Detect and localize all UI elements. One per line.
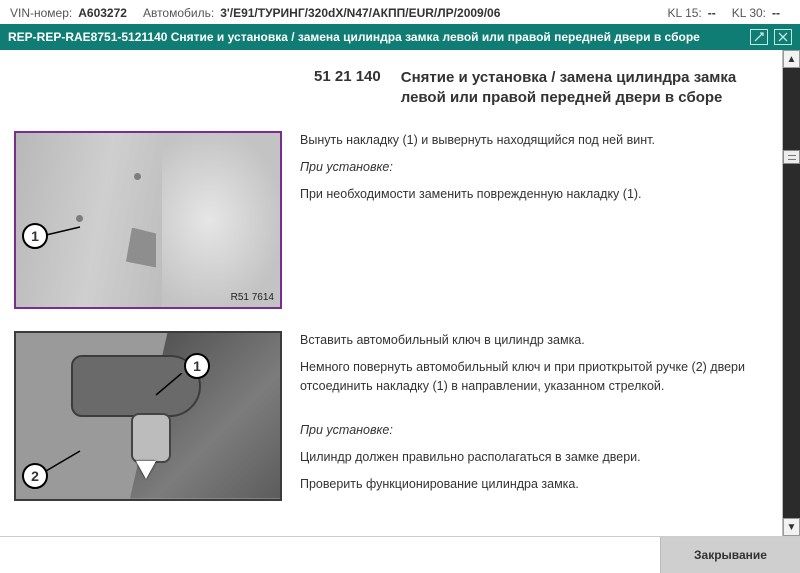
vin-label: VIN-номер: [10,6,72,20]
scroll-thumb[interactable] [783,150,800,164]
vehicle-value: 3'/E91/ТУРИНГ/320dX/N47/АКПП/EUR/ЛР/2009… [220,6,651,20]
scroll-up-icon[interactable]: ▲ [783,50,800,68]
step1-text-2: При необходимости заменить поврежденную … [300,185,772,204]
info-header: VIN-номер: A603272 Автомобиль: 3'/E91/ТУ… [0,0,800,24]
step2-text-3: Цилиндр должен правильно располагаться в… [300,448,772,467]
step1-install-label: При установке: [300,158,772,177]
scroll-down-icon[interactable]: ▼ [783,518,800,536]
step2-install-label: При установке: [300,421,772,440]
image-code: R51 7614 [231,292,274,303]
vertical-scrollbar[interactable]: ▲ ▼ [782,50,800,536]
document-code: 51 21 140 [314,68,381,109]
expand-icon[interactable] [750,29,768,45]
step-1: 1 R51 7614 Вынуть накладку (1) и выверну… [14,131,772,309]
kl15-label: KL 15: [668,6,702,20]
document-title: Снятие и установка / замена цилиндра зам… [401,68,772,109]
step2-text-1: Вставить автомобильный ключ в цилиндр за… [300,331,772,350]
close-icon[interactable] [774,29,792,45]
kl30-value: -- [772,6,780,20]
close-button[interactable]: Закрывание [660,537,800,573]
scroll-track[interactable] [783,68,800,518]
vin-value: A603272 [78,6,127,20]
callout-1: 1 [22,223,48,249]
vehicle-label: Автомобиль: [143,6,214,20]
step-2: 1 2 Вставить автомобильный ключ в цилинд… [14,331,772,503]
kl30-label: KL 30: [732,6,766,20]
step1-illustration: 1 R51 7614 [14,131,282,309]
step2-text-2: Немного повернуть автомобильный ключ и п… [300,358,772,397]
step1-text-1: Вынуть накладку (1) и вывернуть находящи… [300,131,772,150]
document-content: 51 21 140 Снятие и установка / замена ци… [0,50,782,536]
step2-illustration: 1 2 [14,331,282,501]
callout-1: 1 [184,353,210,379]
arrow-icon [136,461,156,479]
titlebar: REP-REP-RAE8751-5121140 Снятие и установ… [0,24,800,50]
footer: Закрывание [0,537,800,573]
callout-2: 2 [22,463,48,489]
step2-text-4: Проверить функционирование цилиндра замк… [300,475,772,494]
kl15-value: -- [708,6,716,20]
titlebar-text: REP-REP-RAE8751-5121140 Снятие и установ… [8,30,700,44]
